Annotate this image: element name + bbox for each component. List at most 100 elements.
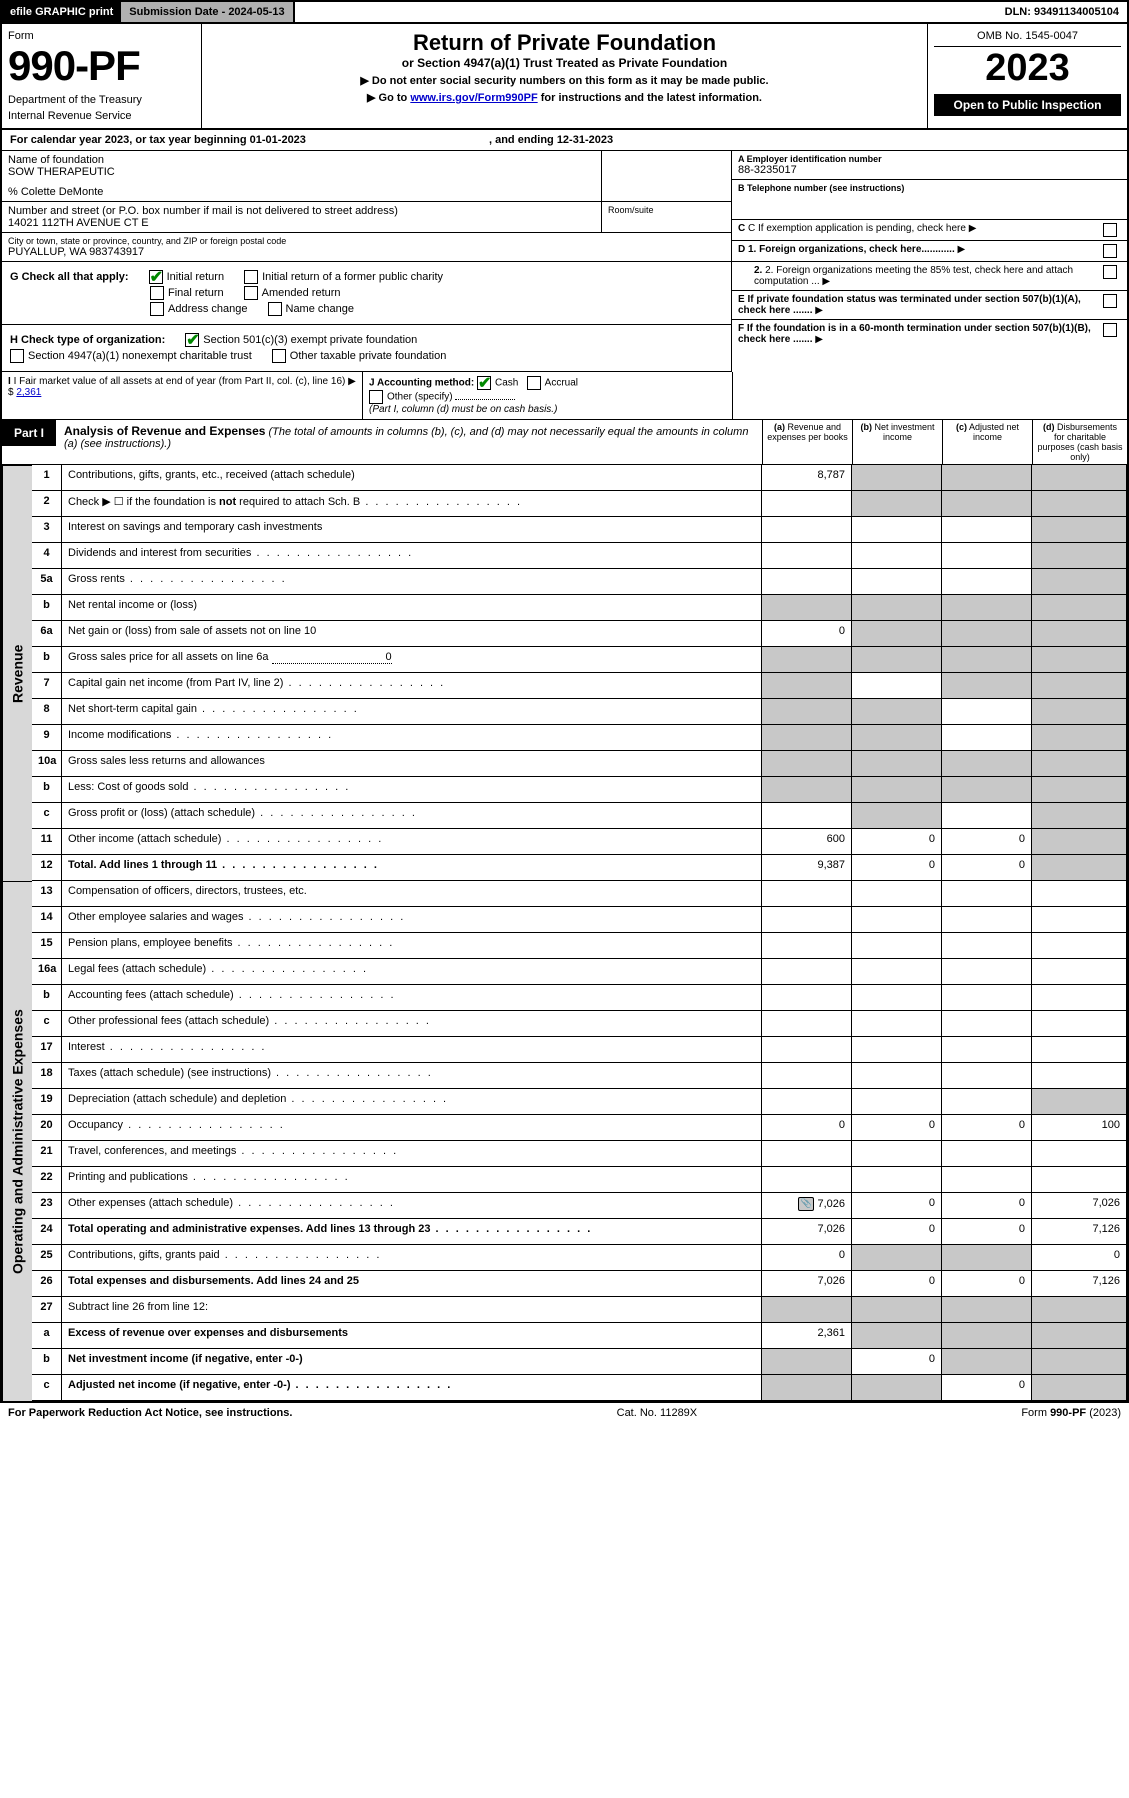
foundation-name: SOW THERAPEUTIC [8,166,595,178]
col-d-header: (d) Disbursements for charitable purpose… [1032,420,1127,464]
ein-cell: A Employer identification number 88-3235… [732,151,1127,180]
form-word: Form [8,30,195,42]
col-d-value [1032,569,1127,595]
line-number: 25 [32,1245,62,1271]
col-a-value [762,1141,852,1167]
form-number: 990-PF [8,42,195,90]
col-c-value [942,1011,1032,1037]
col-c-value [942,699,1032,725]
col-b-value [852,1167,942,1193]
col-c-value [942,803,1032,829]
section-f-space [732,372,1127,419]
col-b-value [852,699,942,725]
checkbox-cash[interactable] [477,376,491,390]
checkbox-85pct[interactable] [1103,265,1117,279]
line-number: 17 [32,1037,62,1063]
col-b-value [852,621,942,647]
part-1-header: Part I Analysis of Revenue and Expenses … [2,420,1127,465]
footer-mid: Cat. No. 11289X [617,1407,698,1419]
checkbox-address-change[interactable] [150,302,164,316]
col-c-value [942,907,1032,933]
form990pf-link[interactable]: www.irs.gov/Form990PF [410,92,537,104]
irs-label: Internal Revenue Service [8,110,195,122]
info-section: Name of foundation SOW THERAPEUTIC % Col… [2,151,1127,372]
checkbox-60month[interactable] [1103,323,1117,337]
col-a-value [762,1375,852,1401]
line-description: Gross sales less returns and allowances [62,751,762,777]
section-f: F If the foundation is in a 60-month ter… [732,320,1127,348]
line-description: Gross sales price for all assets on line… [62,647,762,673]
checkbox-other-taxable[interactable] [272,349,286,363]
line-number: 3 [32,517,62,543]
line-number: 14 [32,907,62,933]
open-inspection: Open to Public Inspection [934,94,1121,116]
checkbox-status-terminated[interactable] [1103,294,1117,308]
col-d-value [1032,829,1127,855]
line-number: 22 [32,1167,62,1193]
col-d-value [1032,985,1127,1011]
col-b-value [852,1323,942,1349]
col-c-value: 0 [942,855,1032,881]
checkbox-other-method[interactable] [369,390,383,404]
col-d-value [1032,1141,1127,1167]
checkbox-501c3[interactable] [185,333,199,347]
header-right: OMB No. 1545-0047 2023 Open to Public In… [927,24,1127,128]
instruction-1: ▶ Do not enter social security numbers o… [208,74,921,87]
col-b-value [852,647,942,673]
checkbox-initial-return[interactable] [149,270,163,284]
col-b-value [852,1063,942,1089]
line-number: 27 [32,1297,62,1323]
col-b-value [852,933,942,959]
line-description: Other income (attach schedule) [62,829,762,855]
col-c-value [942,881,1032,907]
checkbox-accrual[interactable] [527,376,541,390]
col-b-value [852,881,942,907]
checkbox-amended-return[interactable] [244,286,258,300]
line-description: Contributions, gifts, grants, etc., rece… [62,465,762,491]
col-a-value [762,985,852,1011]
col-d-value [1032,1375,1127,1401]
checkbox-final-return[interactable] [150,286,164,300]
col-d-value [1032,1167,1127,1193]
col-c-value [942,1089,1032,1115]
col-c-value [942,1245,1032,1271]
line-description: Gross profit or (loss) (attach schedule) [62,803,762,829]
line-description: Interest [62,1037,762,1063]
form-header: Form 990-PF Department of the Treasury I… [2,24,1127,130]
section-j: J Accounting method: Cash Accrual Other … [362,372,732,419]
checkbox-foreign-org[interactable] [1103,244,1117,258]
city-state-zip: PUYALLUP, WA 983743917 [8,246,725,258]
col-a-value [762,673,852,699]
part-title: Analysis of Revenue and Expenses (The to… [56,420,762,454]
checkbox-exemption-pending[interactable] [1103,223,1117,237]
line-description: Occupancy [62,1115,762,1141]
efile-print[interactable]: efile GRAPHIC print [2,2,121,22]
col-a-value [762,517,852,543]
checkbox-initial-former[interactable] [244,270,258,284]
checkbox-name-change[interactable] [268,302,282,316]
col-d-value: 7,126 [1032,1219,1127,1245]
col-a-value: 0 [762,1115,852,1141]
line-description: Interest on savings and temporary cash i… [62,517,762,543]
col-b-value [852,673,942,699]
tax-year: 2023 [934,47,1121,90]
line-number: 6a [32,621,62,647]
checkbox-4947[interactable] [10,349,24,363]
col-b-value [852,725,942,751]
fmv-link[interactable]: 2,361 [16,387,41,398]
col-d-value [1032,933,1127,959]
col-b-value [852,569,942,595]
foundation-name-cell: Name of foundation SOW THERAPEUTIC % Col… [2,151,601,202]
col-c-value [942,933,1032,959]
col-c-value [942,569,1032,595]
header-left: Form 990-PF Department of the Treasury I… [2,24,202,128]
instruction-2: ▶ Go to www.irs.gov/Form990PF for instru… [208,91,921,104]
col-b-value [852,595,942,621]
line-description: Total operating and administrative expen… [62,1219,762,1245]
omb-number: OMB No. 1545-0047 [934,30,1121,47]
schedule-icon[interactable]: 📎 [798,1197,814,1211]
col-a-value [762,803,852,829]
line-number: 21 [32,1141,62,1167]
line-number: b [32,1349,62,1375]
line-number: 7 [32,673,62,699]
